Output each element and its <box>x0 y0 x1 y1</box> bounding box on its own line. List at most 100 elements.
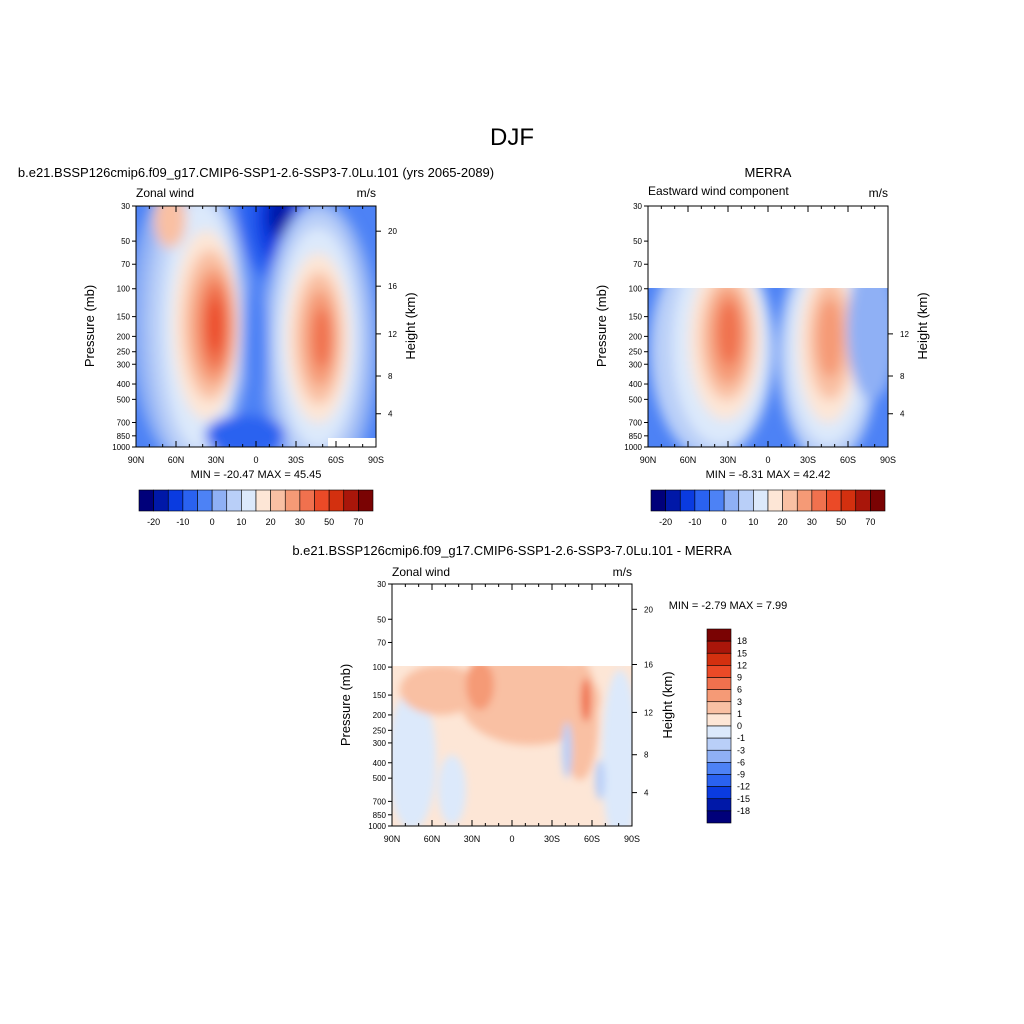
y-tick-label: 30 <box>633 202 642 211</box>
x-tick-label: 0 <box>765 455 770 465</box>
colorbar-swatch <box>197 489 213 512</box>
height-tick-label: 12 <box>644 708 653 717</box>
colorbar-label: 30 <box>295 517 305 527</box>
y-tick-label: 250 <box>117 348 131 357</box>
y-tick-label: 400 <box>117 380 131 389</box>
y-tick-label: 70 <box>633 260 642 269</box>
y-tick-label: 300 <box>117 360 131 369</box>
colorbar-label: -6 <box>737 757 745 767</box>
x-tick-label: 30N <box>464 834 481 844</box>
colorbar-label: 0 <box>737 721 742 731</box>
panel-obs: MERRA Eastward wind component m/s 90N 60N… <box>594 165 930 527</box>
panel-model-stats: MIN = -20.47 MAX = 45.45 <box>191 469 322 481</box>
colorbar-swatch <box>706 749 732 763</box>
panel-model-ylabel-right: Height (km) <box>403 292 418 359</box>
y-tick-label: 150 <box>373 691 387 700</box>
colorbar-swatch <box>706 798 732 812</box>
panel-diff-stats: MIN = -2.79 MAX = 7.99 <box>669 600 788 612</box>
colorbar-swatch <box>358 489 374 512</box>
colorbar-label: 0 <box>722 517 727 527</box>
y-tick-label: 400 <box>373 759 387 768</box>
colorbar-label: -9 <box>737 770 745 780</box>
y-tick-label: 850 <box>629 432 643 441</box>
height-tick-label: 16 <box>644 661 653 670</box>
y-tick-label: 850 <box>117 432 131 441</box>
x-tick-label: 90S <box>368 455 384 465</box>
colorbar-swatch <box>270 489 286 512</box>
y-tick-label: 300 <box>373 739 387 748</box>
x-tick-label: 90N <box>384 834 401 844</box>
colorbar-swatch <box>328 489 345 512</box>
x-tick-label: 30N <box>720 455 737 465</box>
panel-diff-axes: 90N 60N 30N 0 30S 60S 90S 30 50 70 100 150 200 250 300… <box>368 580 653 844</box>
x-tick-label: 90S <box>624 834 640 844</box>
y-tick-label: 150 <box>117 313 131 322</box>
height-tick-label: 4 <box>644 789 649 798</box>
panel-obs-right-label: m/s <box>869 186 888 200</box>
x-tick-label: 60N <box>168 455 185 465</box>
panel-diff-colorbar: 18 15 12 9 6 3 1 0 -1 -3 -6 -9 -12 -15 -18 <box>706 628 750 824</box>
y-tick-label: 500 <box>373 774 387 783</box>
colorbar-label: 1 <box>737 709 742 719</box>
colorbar-label: -10 <box>688 517 701 527</box>
panel-diff-ylabel-right: Height (km) <box>660 671 675 738</box>
x-tick-label: 30S <box>544 834 560 844</box>
colorbar-label: 10 <box>236 517 246 527</box>
y-tick-label: 200 <box>629 332 643 341</box>
colorbar-swatch <box>211 489 228 512</box>
colorbar-label: 30 <box>807 517 817 527</box>
y-tick-label: 50 <box>121 237 130 246</box>
colorbar-swatch <box>650 489 666 512</box>
height-tick-label: 4 <box>900 410 905 419</box>
colorbar-label: 20 <box>778 517 788 527</box>
colorbar-label: 0 <box>210 517 215 527</box>
x-tick-label: 30N <box>208 455 225 465</box>
colorbar-swatch <box>665 489 681 512</box>
colorbar-swatch <box>694 489 710 512</box>
colorbar-label: -15 <box>737 794 750 804</box>
panel-model: b.e21.BSSP126cmip6.f09_g17.CMIP6-SSP1-2.… <box>18 165 494 527</box>
colorbar-label: -12 <box>737 782 750 792</box>
colorbar-swatch <box>299 489 315 512</box>
height-tick-label: 8 <box>388 372 393 381</box>
colorbar-swatch <box>796 489 813 512</box>
panel-diff-ylabel: Pressure (mb) <box>338 664 353 746</box>
y-tick-label: 400 <box>629 380 643 389</box>
colorbar-swatch <box>706 665 732 678</box>
colorbar-swatch <box>811 489 827 512</box>
x-tick-label: 30S <box>288 455 304 465</box>
colorbar-swatch <box>138 489 154 512</box>
colorbar-swatch <box>840 489 857 512</box>
colorbar-swatch <box>723 489 740 512</box>
panel-diff-title: b.e21.BSSP126cmip6.f09_g17.CMIP6-SSP1-2.… <box>292 543 732 558</box>
panel-obs-left-label: Eastward wind component <box>648 184 789 198</box>
x-tick-label: 60S <box>328 455 344 465</box>
colorbar-swatch <box>706 677 732 690</box>
y-tick-label: 200 <box>117 332 131 341</box>
y-tick-label: 700 <box>373 797 387 806</box>
y-tick-label: 300 <box>629 360 643 369</box>
y-tick-label: 500 <box>117 395 131 404</box>
y-tick-label: 70 <box>121 260 130 269</box>
colorbar-swatch <box>182 489 198 512</box>
colorbar-label: 10 <box>748 517 758 527</box>
colorbar-swatch <box>738 489 754 512</box>
x-tick-label: 90S <box>880 455 896 465</box>
x-tick-label: 0 <box>253 455 258 465</box>
y-tick-label: 850 <box>373 811 387 820</box>
x-tick-label: 90N <box>640 455 657 465</box>
colorbar-swatch <box>782 489 798 512</box>
panel-diff-right-label: m/s <box>613 565 632 579</box>
colorbar-swatch <box>706 737 732 751</box>
height-tick-label: 16 <box>388 282 397 291</box>
y-tick-label: 200 <box>373 711 387 720</box>
colorbar-swatch <box>706 713 732 727</box>
panel-obs-axes: 90N 60N 30N 0 30S 60S 90S 30 50 70 100 150 200 250 300… <box>624 202 909 465</box>
y-tick-label: 1000 <box>112 443 130 452</box>
panel-model-contour-field <box>136 206 376 447</box>
y-tick-label: 70 <box>377 638 386 647</box>
height-tick-label: 20 <box>644 605 653 614</box>
y-tick-label: 500 <box>629 395 643 404</box>
y-tick-label: 1000 <box>624 443 642 452</box>
